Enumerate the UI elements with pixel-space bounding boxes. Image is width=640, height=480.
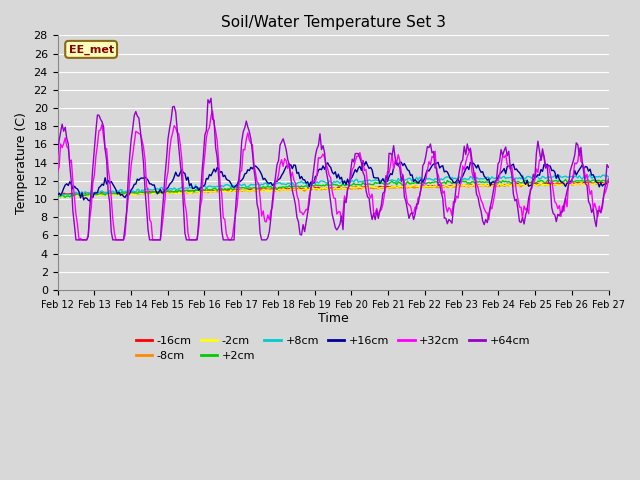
X-axis label: Time: Time bbox=[317, 312, 348, 325]
Y-axis label: Temperature (C): Temperature (C) bbox=[15, 112, 28, 214]
Text: EE_met: EE_met bbox=[68, 44, 114, 55]
Title: Soil/Water Temperature Set 3: Soil/Water Temperature Set 3 bbox=[221, 15, 445, 30]
Legend: -16cm, -8cm, -2cm, +2cm, +8cm, +16cm, +32cm, +64cm: -16cm, -8cm, -2cm, +2cm, +8cm, +16cm, +3… bbox=[131, 331, 534, 366]
